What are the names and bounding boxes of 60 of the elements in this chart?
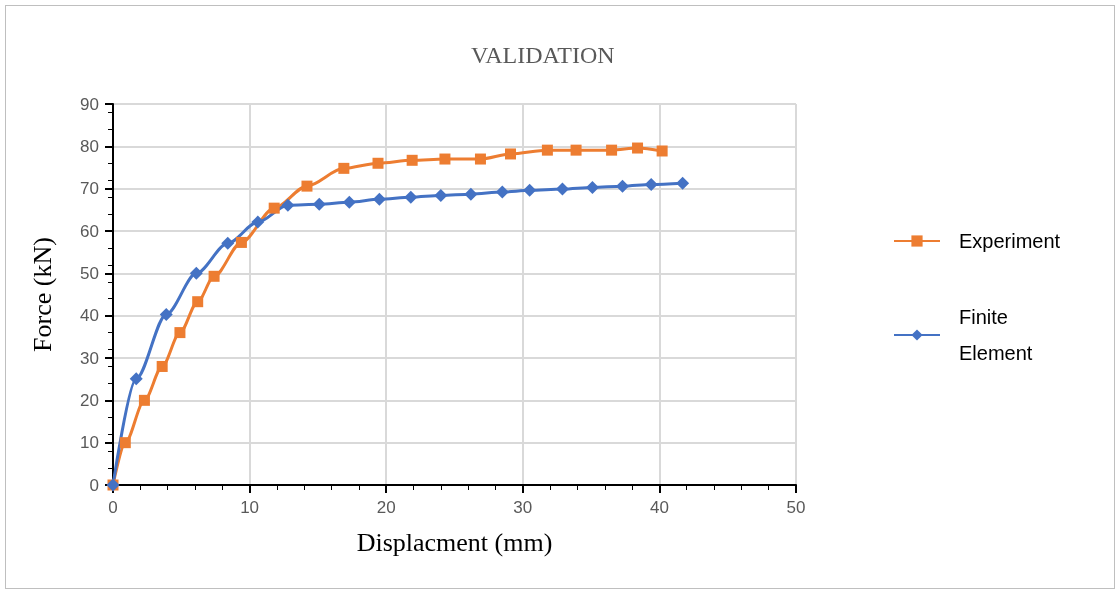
point bbox=[208, 270, 220, 282]
point bbox=[372, 157, 384, 169]
point bbox=[221, 236, 235, 250]
y-tick-label: 60 bbox=[80, 221, 99, 241]
legend-label: Finite Element bbox=[959, 306, 1033, 364]
y-tick-label: 40 bbox=[80, 306, 99, 326]
point bbox=[570, 144, 582, 156]
point bbox=[644, 177, 658, 191]
point bbox=[159, 307, 173, 321]
y-tick-label: 20 bbox=[80, 390, 99, 410]
point bbox=[138, 394, 150, 406]
y-tick-label: 50 bbox=[80, 263, 99, 283]
point bbox=[632, 142, 644, 154]
legend-label: Experiment bbox=[959, 230, 1061, 252]
x-tick-label: 40 bbox=[649, 498, 669, 517]
point bbox=[495, 185, 509, 199]
point bbox=[464, 187, 478, 201]
point bbox=[606, 144, 618, 156]
point bbox=[505, 148, 517, 160]
point bbox=[474, 153, 486, 165]
point bbox=[523, 183, 537, 197]
point bbox=[129, 372, 143, 386]
point bbox=[439, 153, 451, 165]
point bbox=[301, 180, 313, 192]
x-tick-label: 50 bbox=[786, 498, 806, 517]
point bbox=[174, 327, 186, 339]
point bbox=[541, 144, 553, 156]
point bbox=[404, 190, 418, 204]
point bbox=[312, 197, 326, 211]
x-axis-title: Displacment (mm) bbox=[356, 527, 553, 557]
point bbox=[251, 215, 265, 229]
point bbox=[338, 162, 350, 174]
chart-title: VALIDATION bbox=[471, 42, 615, 68]
x-tick-label: 10 bbox=[240, 498, 260, 517]
point bbox=[189, 266, 203, 280]
point bbox=[235, 236, 247, 248]
point bbox=[119, 437, 131, 449]
y-tick-label: 30 bbox=[80, 348, 99, 368]
point bbox=[555, 182, 569, 196]
y-tick-label: 10 bbox=[80, 433, 99, 453]
point bbox=[585, 180, 599, 194]
point bbox=[192, 296, 204, 308]
point bbox=[342, 195, 356, 209]
point bbox=[156, 360, 168, 372]
y-tick-label: 80 bbox=[80, 136, 99, 156]
point bbox=[656, 145, 668, 157]
x-tick-label: 0 bbox=[108, 498, 118, 517]
point bbox=[281, 198, 295, 212]
point bbox=[676, 176, 690, 190]
y-axis-title: Force (kN) bbox=[27, 237, 57, 352]
x-tick-label: 30 bbox=[513, 498, 533, 517]
point bbox=[372, 192, 386, 206]
point bbox=[268, 202, 280, 214]
point bbox=[616, 179, 630, 193]
y-tick-label: 0 bbox=[89, 475, 99, 495]
point bbox=[434, 188, 448, 202]
y-tick-label: 70 bbox=[80, 179, 99, 199]
point bbox=[406, 154, 418, 166]
y-tick-label: 90 bbox=[80, 94, 99, 114]
x-tick-label: 20 bbox=[376, 498, 396, 517]
